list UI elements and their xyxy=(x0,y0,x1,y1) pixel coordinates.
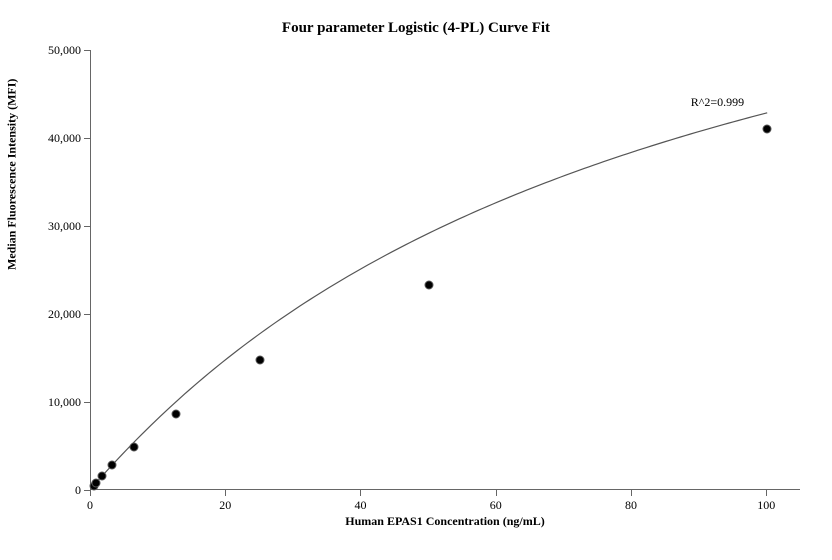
data-point xyxy=(256,355,265,364)
data-point xyxy=(97,472,106,481)
x-tick-label: 20 xyxy=(205,498,245,513)
data-point xyxy=(171,409,180,418)
x-tick-mark xyxy=(766,490,767,496)
x-tick-mark xyxy=(90,490,91,496)
y-tick-label: 20,000 xyxy=(26,307,81,322)
y-tick-label: 10,000 xyxy=(26,395,81,410)
chart-container: Four parameter Logistic (4-PL) Curve Fit… xyxy=(0,0,832,560)
x-axis-label: Human EPAS1 Concentration (ng/mL) xyxy=(90,514,800,529)
x-tick-mark xyxy=(631,490,632,496)
x-tick-label: 80 xyxy=(611,498,651,513)
chart-title: Four parameter Logistic (4-PL) Curve Fit xyxy=(0,20,832,37)
x-tick-label: 40 xyxy=(340,498,380,513)
x-tick-label: 60 xyxy=(476,498,516,513)
y-tick-mark xyxy=(84,50,90,51)
y-tick-label: 40,000 xyxy=(26,131,81,146)
x-tick-mark xyxy=(225,490,226,496)
data-point xyxy=(763,125,772,134)
x-tick-label: 100 xyxy=(746,498,786,513)
x-tick-mark xyxy=(360,490,361,496)
y-tick-mark xyxy=(84,226,90,227)
y-tick-mark xyxy=(84,402,90,403)
x-tick-label: 0 xyxy=(70,498,110,513)
fit-curve-path xyxy=(93,113,767,486)
fit-curve xyxy=(91,50,801,490)
y-tick-label: 50,000 xyxy=(26,43,81,58)
y-tick-label: 30,000 xyxy=(26,219,81,234)
y-tick-mark xyxy=(84,138,90,139)
data-point xyxy=(107,461,116,470)
x-tick-mark xyxy=(496,490,497,496)
data-point xyxy=(129,442,138,451)
data-point xyxy=(425,280,434,289)
y-tick-label: 0 xyxy=(26,483,81,498)
y-tick-mark xyxy=(84,314,90,315)
r-squared-annotation: R^2=0.999 xyxy=(691,95,744,110)
plot-area xyxy=(90,50,800,490)
